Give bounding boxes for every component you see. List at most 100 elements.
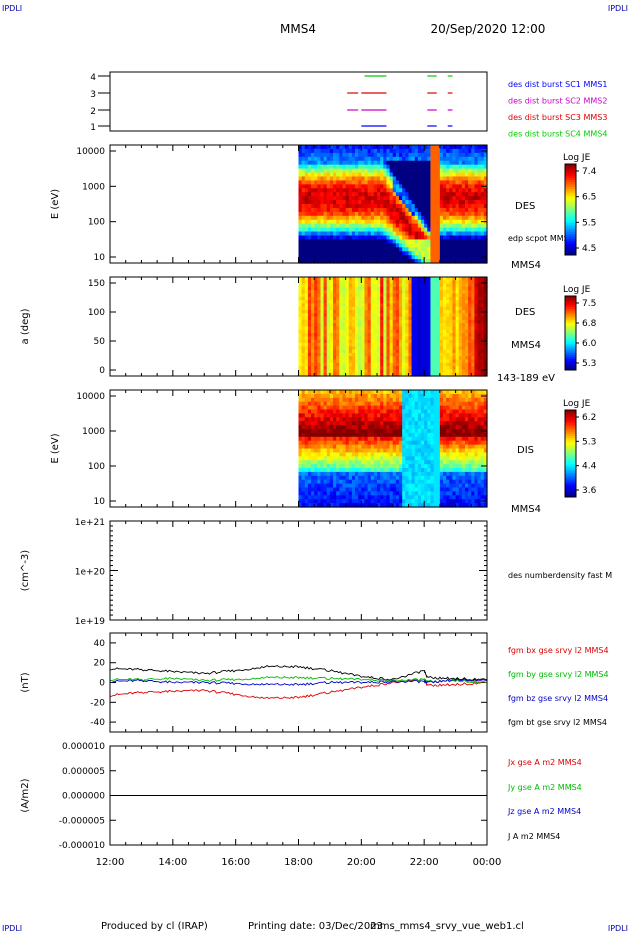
spectrogram-cell <box>383 223 388 229</box>
spectrogram-cell <box>377 346 381 351</box>
spectrogram-cell <box>358 152 362 158</box>
spectrogram-cell <box>373 464 378 469</box>
spectrogram-cell <box>364 436 369 442</box>
spectrogram-cell <box>383 479 388 485</box>
spectrogram-cell <box>392 168 397 174</box>
spectrogram-cell <box>402 235 406 240</box>
spectrogram-cell <box>392 390 397 395</box>
spectrogram-cell <box>455 369 460 374</box>
spectrogram-cell <box>311 219 315 225</box>
spectrogram-cell <box>458 326 463 331</box>
spectrogram-cell <box>361 456 366 461</box>
spectrogram-cell <box>449 290 454 295</box>
spectrogram-cell <box>367 231 372 237</box>
spectrogram-cell <box>311 326 315 331</box>
spectrogram-cell <box>333 239 337 244</box>
spectrogram-cell <box>314 452 318 457</box>
spectrogram-cell <box>380 372 384 377</box>
spectrogram-cell <box>424 333 428 337</box>
spectrogram-cell <box>461 339 466 344</box>
spectrogram-cell <box>411 215 416 221</box>
spectrogram-cell <box>311 336 315 341</box>
spectrogram-cell <box>392 211 397 217</box>
spectrogram-cell <box>336 326 340 331</box>
spectrogram-cell <box>383 372 388 377</box>
spectrogram-cell <box>402 184 406 189</box>
spectrogram-cell <box>389 369 394 374</box>
spectrogram-cell <box>355 306 359 311</box>
spectrogram-cell <box>458 346 463 351</box>
colorbar-segment <box>565 200 576 204</box>
spectrogram-cell <box>386 164 391 170</box>
spectrogram-cell <box>383 444 388 450</box>
spectrogram-cell <box>408 313 413 318</box>
spectrogram-cell <box>380 333 384 337</box>
spectrogram-cell <box>465 207 469 213</box>
spectrogram-cell <box>320 247 325 252</box>
spectrogram-cell <box>326 164 331 170</box>
spectrogram-cell <box>483 316 488 321</box>
spectrogram-cell <box>314 277 318 281</box>
spectrogram-cell <box>392 464 397 469</box>
spectrogram-cell <box>483 356 488 361</box>
spectrogram-cell <box>348 475 353 481</box>
spectrogram-cell <box>427 290 432 295</box>
colorbar-segment <box>565 209 576 213</box>
spectrogram-cell <box>439 255 444 260</box>
spectrogram-cell <box>455 180 460 185</box>
spectrogram-cell <box>329 393 334 399</box>
spectrogram-cell <box>452 319 457 324</box>
spectrogram-cell <box>307 483 312 489</box>
spectrogram-cell <box>443 280 447 285</box>
spectrogram-cell <box>320 349 325 354</box>
spectrogram-cell <box>345 372 350 377</box>
spectrogram-cell <box>373 495 378 500</box>
spectrogram-cell <box>329 429 334 434</box>
spectrogram-cell <box>364 184 369 189</box>
spectrogram-cell <box>320 211 325 217</box>
spectrogram-cell <box>373 429 378 434</box>
spectrogram-cell <box>358 323 362 328</box>
y-tick-label: 100 <box>88 218 105 228</box>
spectrogram-cell <box>361 323 366 328</box>
spectrogram-cell <box>424 283 428 288</box>
spectrogram-cell <box>301 316 306 321</box>
spectrogram-cell <box>399 349 403 354</box>
spectrogram-cell <box>314 495 318 500</box>
spectrogram-cell <box>399 176 403 181</box>
spectrogram-cell <box>411 156 416 162</box>
spectrogram-cell <box>399 456 403 461</box>
spectrogram-cell <box>377 372 381 377</box>
spectrogram-cell <box>392 503 397 508</box>
spectrogram-cell <box>298 180 303 185</box>
spectrogram-cell <box>465 231 469 237</box>
spectrogram-cell <box>424 164 428 170</box>
spectrogram-cell <box>392 145 397 150</box>
spectrogram-cell <box>367 207 372 213</box>
spectrogram-cell <box>373 343 378 347</box>
spectrogram-cell <box>449 231 454 237</box>
spectrogram-cell <box>443 306 447 311</box>
spectrogram-cell <box>320 336 325 341</box>
spectrogram-cell <box>461 303 466 308</box>
spectrogram-cell <box>370 247 375 252</box>
spectrogram-cell <box>345 503 350 508</box>
spectrogram-cell <box>411 352 416 357</box>
spectrogram-cell <box>446 152 450 158</box>
spectrogram-cell <box>443 235 447 240</box>
spectrogram-cell <box>446 207 450 213</box>
spectrogram-cell <box>443 215 447 221</box>
spectrogram-cell <box>471 333 476 337</box>
spectrogram-cell <box>314 184 318 189</box>
spectrogram-cell <box>436 184 441 189</box>
spectrogram-cell <box>320 409 325 414</box>
spectrogram-cell <box>417 196 422 201</box>
spectrogram-cell <box>326 286 331 291</box>
spectrogram-cell <box>424 362 428 367</box>
spectrogram-cell <box>395 503 400 508</box>
spectrogram-cell <box>348 239 353 244</box>
spectrogram-cell <box>471 251 476 256</box>
spectrogram-cell <box>333 346 337 351</box>
spectrogram-cell <box>345 215 350 221</box>
spectrogram-cell <box>483 164 488 170</box>
